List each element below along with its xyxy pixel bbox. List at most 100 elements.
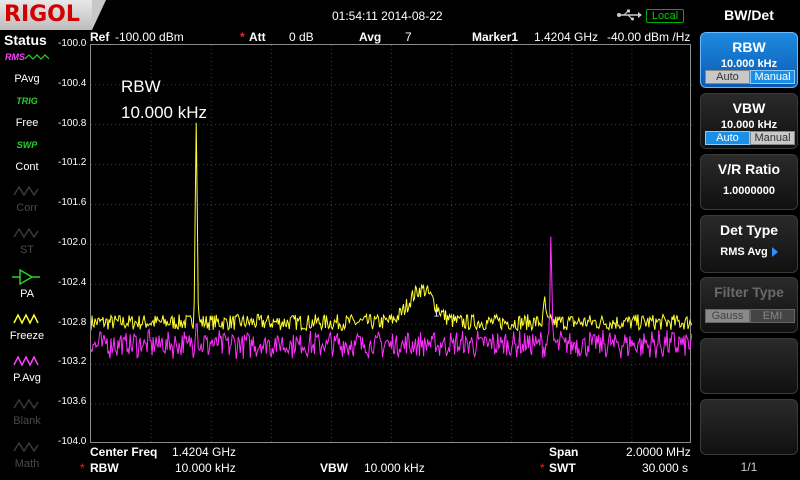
- y-tick-label: -104.0: [58, 436, 87, 447]
- spectrum-plot[interactable]: 1: [90, 44, 692, 444]
- y-tick-label: -102.0: [58, 237, 87, 248]
- swt-label: SWT: [549, 461, 576, 475]
- vbw-softkey[interactable]: VBW 10.000 kHz Auto Manual: [700, 93, 798, 149]
- swt-star: *: [540, 461, 545, 475]
- rbw-annotation: RBW 10.000 kHz: [121, 74, 207, 126]
- vr-ratio-value: 1.0000000: [723, 185, 775, 197]
- y-tick-label: -103.6: [58, 396, 87, 408]
- vbw-footer-value: 10.000 kHz: [364, 461, 425, 475]
- rbw-footer-value: 10.000 kHz: [175, 461, 236, 475]
- status-item-corr: Corr: [2, 181, 52, 221]
- ref-value: -100.00 dBm: [115, 30, 184, 44]
- corr-icon: [2, 181, 52, 201]
- blank-icon: [2, 394, 52, 414]
- att-star: *: [240, 30, 245, 44]
- center-freq-value: 1.4204 GHz: [172, 445, 237, 459]
- vbw-manual-option[interactable]: Manual: [750, 131, 795, 145]
- status-item-label: PA: [20, 288, 34, 300]
- filter-type-softkey[interactable]: Filter Type Gauss EMI: [700, 277, 798, 333]
- y-tick-label: -101.2: [58, 157, 87, 169]
- status-title: Status: [4, 32, 47, 48]
- marker-1-label: 1: [434, 308, 440, 319]
- status-item-label: Cont: [15, 161, 39, 173]
- marker-value: -40.00 dBm /Hz: [607, 30, 691, 44]
- empty-softkey-7[interactable]: [700, 399, 798, 455]
- rbw-softkey-value: 10.000 kHz: [720, 58, 778, 70]
- swt-value: 30.000 s: [642, 461, 689, 475]
- trig-icon: TRIG: [2, 96, 52, 116]
- top-bar: RIGOL 01:54:11 2014-08-22 Local: [0, 0, 698, 30]
- status-item-pa: PA: [2, 267, 52, 307]
- status-item-math: Math: [2, 437, 52, 477]
- marker-freq: 1.4204 GHz: [534, 30, 599, 44]
- avg-label: Avg: [359, 30, 382, 44]
- status-item-free: TRIG Free: [2, 96, 52, 136]
- status-item-label: Freeze: [9, 330, 45, 342]
- y-tick-label: -101.6: [58, 197, 87, 209]
- y-tick-label: -102.4: [58, 276, 87, 288]
- rbw-softkey[interactable]: RBW 10.000 kHz Auto Manual: [700, 32, 798, 88]
- span-label: Span: [549, 445, 579, 459]
- filter-emi-option[interactable]: EMI: [750, 309, 795, 323]
- trace-yellow-line: [91, 122, 692, 332]
- vbw-footer-label: VBW: [320, 461, 348, 475]
- trace-magenta-line: [91, 236, 692, 360]
- datetime: 01:54:11 2014-08-22: [332, 9, 443, 23]
- pa-icon: [2, 267, 52, 287]
- det-type-value: RMS Avg: [720, 246, 768, 258]
- menu-title: BW/Det: [724, 7, 774, 23]
- center-freq-label: Center Freq: [90, 445, 158, 459]
- status-item-label: Math: [14, 458, 40, 470]
- local-badge[interactable]: Local: [646, 9, 684, 23]
- vr-ratio-softkey[interactable]: V/R Ratio 1.0000000: [700, 154, 798, 210]
- rbw-softkey-title: RBW: [732, 39, 766, 55]
- softkey-menu: BW/Det RBW 10.000 kHz Auto Manual VBW 10…: [698, 0, 800, 480]
- rbw-footer-label: RBW: [90, 461, 119, 475]
- sweep-icon: SWP: [2, 140, 52, 160]
- vbw-softkey-title: VBW: [732, 100, 766, 116]
- pavg-trace-icon: [2, 351, 52, 371]
- submenu-arrow-icon: [771, 247, 778, 258]
- status-item-top-label: TRIG: [16, 96, 38, 106]
- logo-tail: [92, 0, 106, 30]
- rbw-annotation-value: 10.000 kHz: [121, 103, 207, 122]
- math-icon: [2, 437, 52, 457]
- det-type-softkey[interactable]: Det Type RMS Avg: [700, 215, 798, 273]
- status-item-label: Corr: [16, 202, 38, 214]
- span-value: 2.0000 MHz: [626, 445, 691, 459]
- st-icon: [2, 223, 52, 243]
- filter-type-title: Filter Type: [714, 284, 784, 300]
- measurement-footer: Center Freq 1.4204 GHz Span 2.0000 MHz *…: [80, 444, 692, 480]
- status-item-label: P.Avg: [13, 372, 41, 384]
- vbw-auto-option[interactable]: Auto: [705, 131, 750, 145]
- y-tick-label: -100.4: [58, 77, 87, 89]
- vr-ratio-title: V/R Ratio: [717, 161, 781, 177]
- status-item-cont: SWP Cont: [2, 140, 52, 180]
- pavg-icon: RMS: [2, 52, 52, 72]
- vbw-softkey-value: 10.000 kHz: [720, 119, 778, 131]
- usb-icon: [617, 9, 642, 21]
- y-tick-label: -100.0: [58, 38, 87, 49]
- brand-logo: RIGOL: [0, 0, 92, 30]
- marker-label: Marker1: [472, 30, 519, 44]
- rbw-star: *: [80, 461, 85, 475]
- status-column: Status RMS PAvg TRIG Free SWP Cont Corr ST PA Fre…: [0, 30, 54, 480]
- menu-page-indicator: 1/1: [740, 460, 758, 474]
- status-item-pavg: P.Avg: [2, 351, 52, 391]
- status-item-top-label: SWP: [16, 140, 38, 150]
- spectrum-svg: 1: [91, 45, 692, 444]
- att-label: Att: [249, 30, 266, 44]
- rbw-annotation-label: RBW: [121, 77, 161, 96]
- det-type-title: Det Type: [719, 222, 779, 238]
- filter-gauss-option[interactable]: Gauss: [705, 309, 750, 323]
- status-item-label: ST: [19, 244, 35, 256]
- freeze-icon: [2, 309, 52, 329]
- status-item-label: Free: [15, 117, 39, 129]
- status-item-top-label: RMS: [5, 52, 25, 62]
- att-value: 0 dB: [289, 30, 314, 44]
- ref-label: Ref: [90, 30, 110, 44]
- rbw-auto-option[interactable]: Auto: [705, 70, 750, 84]
- empty-softkey-6[interactable]: [700, 338, 798, 394]
- rbw-manual-option[interactable]: Manual: [750, 70, 795, 84]
- y-tick-label: -103.2: [58, 356, 87, 368]
